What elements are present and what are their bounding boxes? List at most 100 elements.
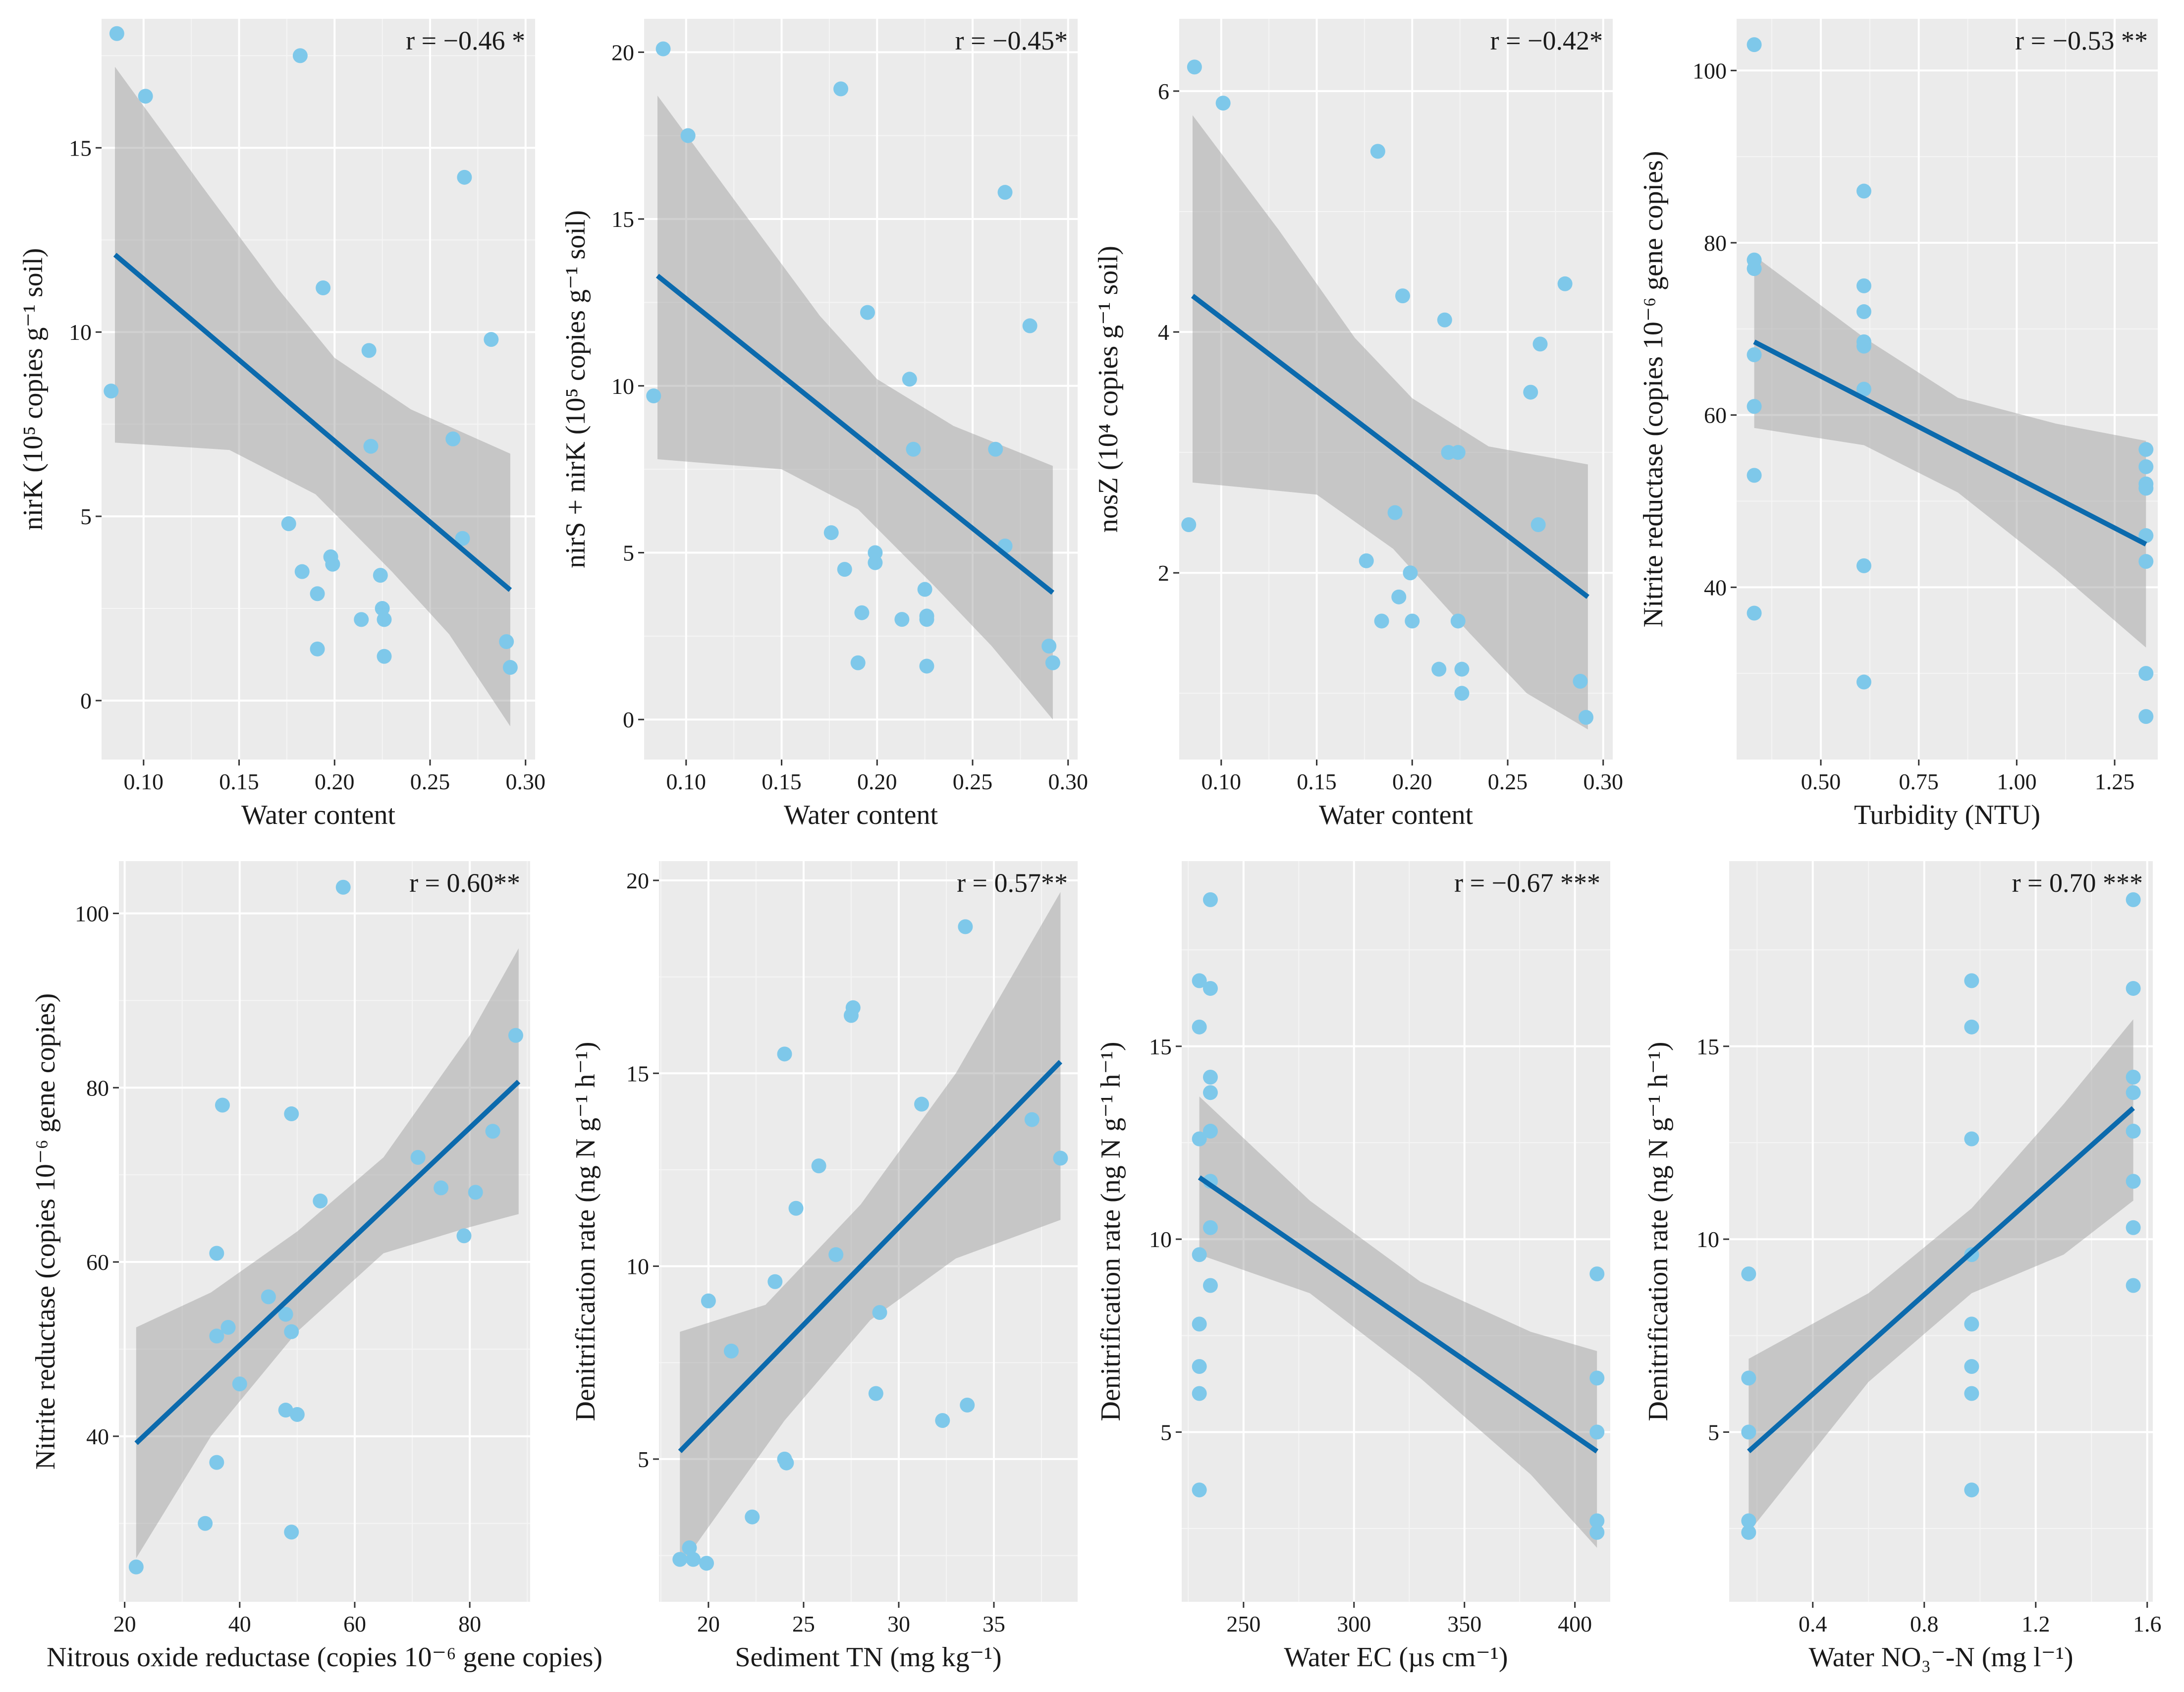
data-point (672, 1552, 688, 1567)
regression-line (1747, 1106, 2135, 1454)
data-point (828, 1247, 844, 1262)
data-point (1450, 613, 1466, 629)
x-tick-label: 300 (1337, 1611, 1371, 1637)
data-point (1405, 613, 1420, 629)
data-point (361, 343, 377, 358)
regression-line (1191, 294, 1589, 599)
x-axis-label: Water content (241, 800, 396, 830)
x-axis-label: Nitrous oxide reductase (copies 10⁻⁶ gen… (47, 1642, 602, 1673)
data-point (1747, 261, 1762, 276)
data-point (1053, 1150, 1068, 1166)
data-point (997, 185, 1013, 200)
y-tick-label: 4 (1158, 320, 1169, 345)
data-point (1964, 1316, 1979, 1332)
data-point (872, 1305, 887, 1320)
panel-5: 20 40 60 80 40 60 80 100 r = 0.60** Nitrous oxide… (30, 861, 602, 1673)
data-point (917, 582, 932, 597)
data-point (1192, 1247, 1207, 1262)
data-point (2126, 892, 2141, 907)
data-point (508, 1028, 523, 1043)
data-point (1741, 1525, 1756, 1540)
data-point (310, 586, 325, 601)
correlation-annotation: r = −0.42* (1490, 26, 1603, 55)
data-point (502, 660, 518, 675)
data-point (284, 1324, 299, 1339)
x-tick-label: 35 (983, 1611, 1005, 1637)
x-tick-label: 0.15 (219, 769, 259, 794)
y-tick-label: 5 (1708, 1419, 1719, 1445)
y-tick-label: 60 (1704, 403, 1727, 428)
data-point (313, 1193, 328, 1208)
y-tick-label: 40 (1704, 575, 1727, 600)
y-tick-label: 5 (1160, 1419, 1172, 1445)
data-point (1741, 1266, 1756, 1282)
data-point (363, 438, 379, 454)
confidence-band (1754, 256, 2146, 648)
y-tick-label: 15 (1696, 1034, 1719, 1059)
data-point (209, 1328, 224, 1344)
x-tick-label: 40 (228, 1611, 251, 1637)
data-point (1022, 318, 1037, 333)
data-point (335, 879, 351, 895)
correlation-annotation: r = −0.45* (955, 26, 1068, 55)
data-point (1202, 1278, 1218, 1293)
x-tick-label: 25 (792, 1611, 815, 1637)
panel-7: 250 300 350 400 5 10 15 r = −0.67 *** Water EC (… (1095, 861, 1610, 1673)
data-point (1192, 1131, 1207, 1146)
data-point (1856, 558, 1871, 573)
y-tick-label: 10 (69, 320, 92, 345)
data-point (1202, 1070, 1218, 1085)
plot-background (1737, 19, 2158, 760)
data-point (860, 305, 875, 320)
data-point (209, 1246, 224, 1261)
data-point (1181, 517, 1197, 532)
data-point (2126, 1174, 2141, 1189)
data-point (680, 128, 696, 143)
data-point (1573, 673, 1588, 689)
data-point (410, 1150, 426, 1165)
y-tick-label: 15 (626, 1061, 649, 1086)
plot-background (659, 861, 1078, 1602)
y-axis-label: Nitrite reductase (copies 10⁻⁶ gene copi… (1638, 151, 1669, 628)
x-axis-label: Sediment TN (mg kg⁻¹) (735, 1642, 1001, 1673)
data-point (699, 1556, 714, 1571)
confidence-band (1192, 115, 1588, 730)
x-axis-label: Water NO₃⁻-N (mg l⁻¹) (1808, 1642, 2073, 1673)
y-tick-label: 15 (69, 135, 92, 161)
regression-line (678, 1060, 1063, 1453)
data-point (215, 1097, 230, 1113)
data-point (1374, 613, 1389, 629)
data-point (1370, 144, 1385, 159)
y-tick-label: 0 (623, 707, 634, 732)
y-axis-label: nirS + nirK (10⁵ copies g⁻¹ soil) (560, 210, 591, 568)
y-tick-label: 10 (626, 1254, 649, 1279)
data-point (1741, 1370, 1756, 1386)
confidence-band (114, 66, 510, 727)
data-point (788, 1201, 804, 1216)
confidence-band (1748, 1019, 2133, 1532)
x-tick-label: 0.20 (857, 769, 897, 794)
data-point (1747, 399, 1762, 414)
data-point (2138, 481, 2154, 496)
data-point (294, 564, 310, 579)
data-point (1589, 1424, 1605, 1440)
y-tick-label: 10 (611, 374, 634, 399)
data-point (456, 1228, 472, 1244)
data-point (837, 562, 852, 577)
x-tick-label: 400 (1558, 1611, 1592, 1637)
y-axis-label: Denitrification rate (ng N g⁻¹ h⁻¹) (1643, 1041, 1674, 1421)
data-point (2138, 709, 2154, 724)
data-point (373, 568, 388, 583)
data-point (377, 649, 392, 664)
x-tick-label: 350 (1447, 1611, 1481, 1637)
data-point (2138, 528, 2154, 544)
regression-line (134, 1080, 521, 1445)
data-point (2138, 442, 2154, 457)
data-point (377, 612, 392, 627)
correlation-annotation: r = −0.53 ** (2015, 26, 2148, 55)
data-point (1747, 605, 1762, 621)
data-point (1387, 505, 1403, 520)
x-tick-label: 1.00 (1997, 769, 2037, 794)
data-point (1431, 661, 1447, 677)
data-point (1964, 1386, 1979, 1401)
